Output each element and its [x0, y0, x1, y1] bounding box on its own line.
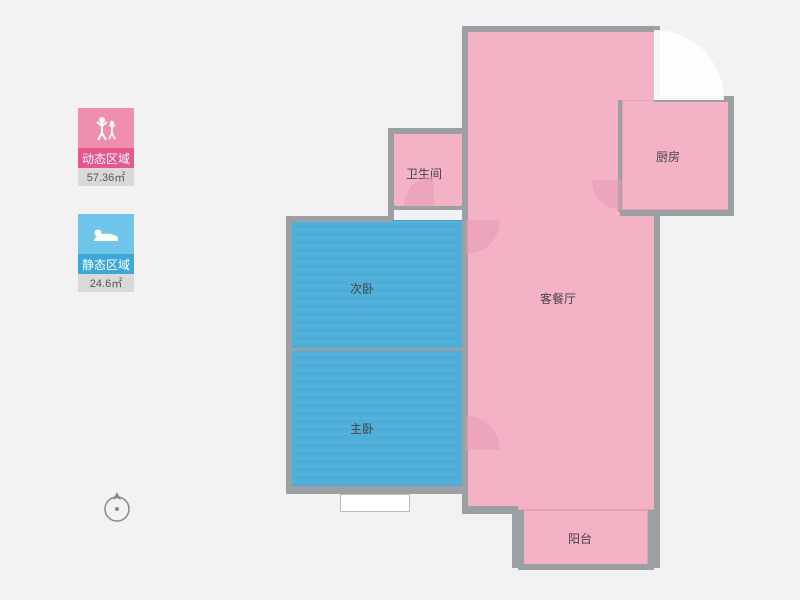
floorplan: 客餐厅厨房卫生间次卧主卧阳台 — [280, 20, 770, 580]
wall-segment — [290, 348, 466, 351]
people-icon — [78, 108, 134, 148]
wall-segment — [728, 96, 734, 214]
wall-segment — [620, 210, 734, 216]
window-detail — [340, 494, 410, 512]
door-arc — [584, 30, 724, 170]
legend-value-dynamic: 57.36㎡ — [78, 168, 134, 186]
compass-icon — [100, 490, 134, 529]
legend-label-dynamic: 动态区域 — [78, 148, 134, 168]
room-label-bed1: 主卧 — [350, 420, 374, 437]
wall-segment — [518, 564, 654, 570]
wall-segment — [286, 216, 392, 222]
door-arc — [404, 176, 464, 236]
legend-item-dynamic: 动态区域 57.36㎡ — [78, 108, 134, 186]
room-label-bed2: 次卧 — [350, 280, 374, 297]
legend-item-static: 静态区域 24.6㎡ — [78, 214, 134, 292]
wall-segment — [286, 216, 292, 490]
legend-label-static: 静态区域 — [78, 254, 134, 274]
wall-segment — [512, 510, 524, 568]
room-label-balcony: 阳台 — [568, 530, 592, 547]
room-label-living: 客餐厅 — [540, 290, 576, 307]
wall-segment — [654, 210, 660, 514]
wall-segment — [648, 510, 660, 568]
wall-segment — [286, 486, 466, 494]
wall-segment — [462, 506, 518, 514]
sleep-icon — [78, 214, 134, 254]
legend-panel: 动态区域 57.36㎡ 静态区域 24.6㎡ — [78, 108, 134, 320]
door-arc — [432, 416, 500, 484]
wall-segment — [388, 128, 466, 134]
legend-value-static: 24.6㎡ — [78, 274, 134, 292]
